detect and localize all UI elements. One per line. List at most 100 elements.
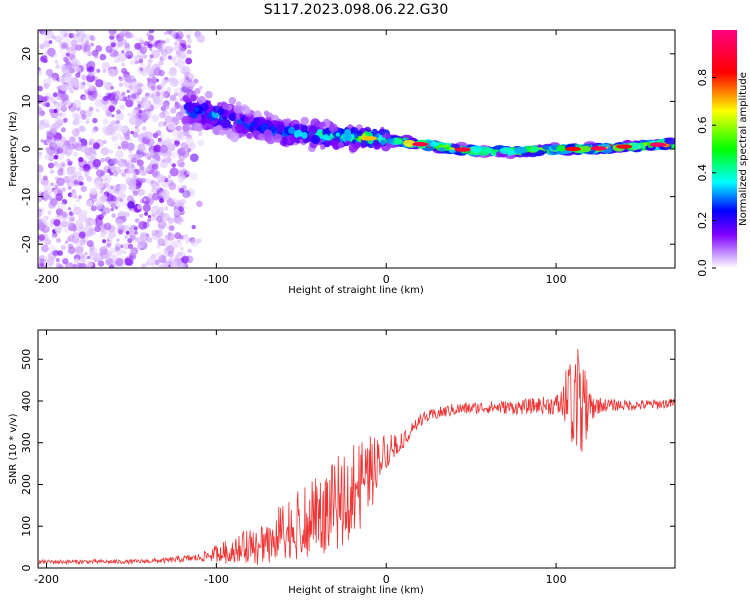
heatmap-cell bbox=[40, 139, 44, 143]
heatmap-cell bbox=[101, 104, 108, 111]
heatmap-cell bbox=[167, 217, 174, 224]
heatmap-cell bbox=[57, 169, 64, 176]
heatmap-cell bbox=[263, 129, 273, 139]
heatmap-cell bbox=[180, 51, 189, 59]
heatmap-cell bbox=[102, 174, 112, 184]
heatmap-cell bbox=[194, 107, 200, 112]
heatmap-cell bbox=[94, 98, 104, 108]
heatmap-cell bbox=[177, 131, 184, 138]
heatmap-cell bbox=[228, 112, 238, 122]
heatmap-cell bbox=[240, 106, 246, 111]
heatmap-cell bbox=[73, 258, 80, 265]
heatmap-cell bbox=[143, 41, 149, 47]
heatmap-cell bbox=[167, 251, 174, 258]
heatmap-cell bbox=[537, 144, 543, 148]
heatmap-cell bbox=[146, 236, 153, 243]
heatmap-cell bbox=[158, 262, 167, 268]
heatmap-cell bbox=[176, 216, 183, 223]
heatmap-cell bbox=[176, 159, 185, 168]
heatmap-cell bbox=[138, 37, 144, 43]
heatmap-cell bbox=[180, 246, 184, 251]
heatmap-cell bbox=[157, 46, 163, 52]
heatmap-cell bbox=[132, 168, 139, 175]
heatmap-cell bbox=[308, 125, 318, 135]
heatmap-cell bbox=[180, 86, 188, 94]
heatmap-cell bbox=[163, 154, 169, 160]
heatmap-cell bbox=[139, 46, 147, 54]
heatmap-cell bbox=[149, 150, 155, 156]
heatmap-cell bbox=[300, 116, 310, 126]
heatmap-cell bbox=[55, 262, 62, 268]
heatmap-cell bbox=[61, 220, 68, 228]
heatmap-cell bbox=[140, 231, 149, 240]
heatmap-cell bbox=[159, 134, 164, 139]
heatmap-cell bbox=[167, 175, 172, 179]
heatmap-cell bbox=[138, 110, 143, 114]
heatmap-cell bbox=[63, 33, 69, 38]
heatmap-cell bbox=[144, 92, 152, 100]
heatmap-cell bbox=[100, 231, 107, 238]
heatmap-cell bbox=[126, 195, 134, 203]
heatmap-cell bbox=[108, 230, 116, 239]
heatmap-cell bbox=[111, 254, 117, 260]
heatmap-cell bbox=[40, 191, 49, 201]
heatmap-cell bbox=[78, 156, 84, 163]
heatmap-cell bbox=[156, 156, 161, 162]
heatmap-cell bbox=[173, 239, 183, 248]
heatmap-cell bbox=[85, 230, 92, 238]
heatmap-cell bbox=[153, 96, 162, 105]
heatmap-cell bbox=[106, 250, 113, 257]
heatmap-cell bbox=[117, 52, 127, 62]
heatmap-cell bbox=[71, 128, 80, 137]
heatmap-cell bbox=[108, 149, 114, 154]
heatmap-cell bbox=[235, 101, 242, 107]
y-tick-label: 10 bbox=[20, 94, 33, 108]
heatmap-cell bbox=[51, 35, 56, 40]
heatmap-cell bbox=[147, 193, 153, 198]
heatmap-cell bbox=[56, 147, 64, 154]
heatmap-cell bbox=[123, 44, 131, 51]
heatmap-cell bbox=[82, 95, 87, 101]
heatmap-cell bbox=[81, 74, 87, 80]
heatmap-cell bbox=[140, 170, 147, 177]
heatmap-cell bbox=[108, 264, 115, 268]
heatmap-cell bbox=[126, 142, 135, 151]
heatmap-cell bbox=[293, 123, 300, 131]
heatmap-cell bbox=[98, 94, 103, 99]
x-tick-label: -100 bbox=[204, 273, 229, 286]
heatmap-cell bbox=[73, 180, 79, 185]
heatmap-cell bbox=[144, 211, 149, 216]
heatmap-cell bbox=[71, 192, 77, 199]
heatmap-cell bbox=[350, 127, 359, 135]
heatmap-cell bbox=[48, 75, 52, 79]
heatmap-cell bbox=[103, 165, 111, 174]
heatmap-cell bbox=[181, 48, 186, 53]
heatmap-cell bbox=[590, 146, 607, 151]
heatmap-cell bbox=[148, 169, 154, 175]
heatmap-cell bbox=[87, 90, 93, 96]
heatmap-cell bbox=[139, 199, 144, 204]
heatmap-cell bbox=[159, 144, 169, 154]
heatmap-cell bbox=[141, 126, 147, 131]
heatmap-cell bbox=[162, 56, 167, 61]
heatmap-cell bbox=[52, 250, 59, 257]
heatmap-cell bbox=[69, 182, 74, 188]
heatmap-cell bbox=[69, 136, 77, 144]
heatmap-cell bbox=[56, 85, 60, 90]
heatmap-cell bbox=[472, 148, 480, 154]
heatmap-cell bbox=[139, 67, 144, 72]
heatmap-cell bbox=[76, 262, 83, 268]
heatmap-cell bbox=[165, 38, 171, 44]
heatmap-cell bbox=[140, 68, 148, 76]
heatmap-cell bbox=[116, 190, 124, 197]
heatmap-cell bbox=[92, 159, 102, 168]
heatmap-cell bbox=[72, 166, 77, 171]
heatmap-cell bbox=[129, 179, 137, 187]
heatmap-cell bbox=[99, 53, 107, 61]
heatmap-cell bbox=[182, 95, 190, 102]
heatmap-cell bbox=[212, 105, 220, 113]
heatmap-cell bbox=[134, 127, 141, 134]
heatmap-cell bbox=[167, 233, 175, 241]
heatmap-cell bbox=[372, 139, 380, 147]
heatmap-cell bbox=[38, 197, 43, 203]
